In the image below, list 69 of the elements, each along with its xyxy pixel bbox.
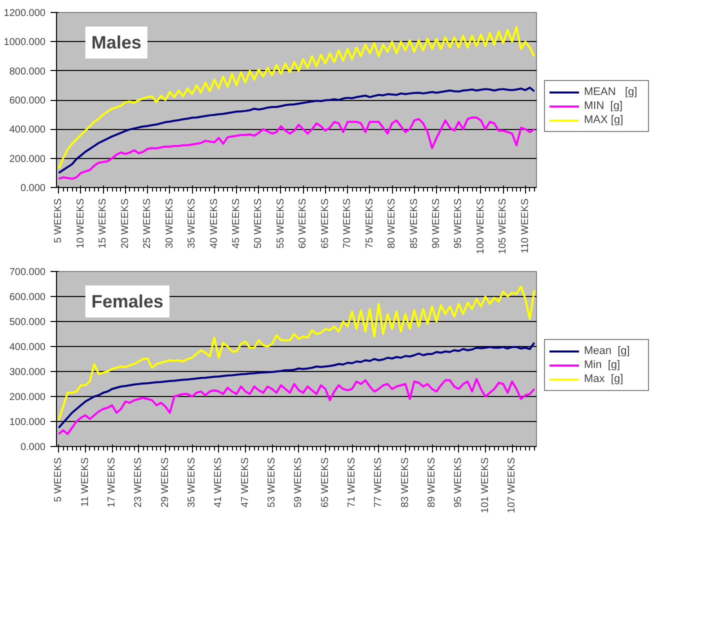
x-tick-label: 89 WEEKS xyxy=(426,457,438,508)
y-tick-label: 1000.000 xyxy=(4,37,46,48)
x-tick-label: 107 WEEKS xyxy=(506,457,518,514)
x-tick-label: 59 WEEKS xyxy=(293,457,304,508)
x-tick-label: 45 WEEKS xyxy=(231,198,242,249)
x-tick-label: 15 WEEKS xyxy=(98,198,109,249)
x-tick-label: 101 WEEKS xyxy=(480,457,491,514)
y-tick-label: 200.000 xyxy=(9,392,46,403)
y-tick-label: 200.000 xyxy=(9,154,46,165)
x-tick-label: 23 WEEKS xyxy=(133,457,144,508)
x-tick-label: 50 WEEKS xyxy=(253,198,264,249)
y-tick-label: 0.000 xyxy=(20,183,46,194)
y-tick-label: 0.000 xyxy=(20,442,46,453)
y-tick-label: 500.000 xyxy=(9,317,46,328)
y-tick-label: 600.000 xyxy=(9,292,46,303)
line-series xyxy=(58,378,536,435)
x-tick-label: 95 WEEKS xyxy=(453,198,464,249)
legend-label: Min [g] xyxy=(584,358,622,372)
x-tick-label: 95 WEEKS xyxy=(453,457,464,508)
x-tick-label: 77 WEEKS xyxy=(373,457,384,508)
x-tick-label: 105 WEEKS xyxy=(498,198,509,254)
y-tick-label: 400.000 xyxy=(9,342,46,353)
legend-label: MIN [g] xyxy=(584,99,624,113)
x-tick-label: 17 WEEKS xyxy=(106,457,118,508)
x-tick-label: 110 WEEKS xyxy=(520,198,531,254)
x-tick-label: 85 WEEKS xyxy=(408,198,420,249)
line-series xyxy=(58,116,536,180)
legend-label: Max [g] xyxy=(584,372,624,386)
text: Females xyxy=(91,292,164,312)
line-series xyxy=(58,86,536,174)
x-tick-label: 90 WEEKS xyxy=(431,198,442,249)
x-tick-label: 35 WEEKS xyxy=(186,198,198,249)
x-tick-label: 11 WEEKS xyxy=(80,457,91,507)
legend-label: MEAN [g] xyxy=(584,85,638,99)
y-tick-label: 700.000 xyxy=(9,267,46,278)
y-tick-label: 800.000 xyxy=(9,66,46,78)
y-tick-label: 100.000 xyxy=(9,417,46,428)
x-tick-label: 47 WEEKS xyxy=(240,457,251,508)
line-series xyxy=(58,26,536,170)
y-tick-label: 1200.000 xyxy=(4,8,46,19)
text: Males xyxy=(91,32,142,52)
y-tick-label: 300.000 xyxy=(9,367,46,378)
x-tick-label: 5 WEEKS xyxy=(53,457,64,502)
x-tick-label: 70 WEEKS xyxy=(342,198,354,249)
x-tick-label: 20 WEEKS xyxy=(120,198,131,249)
legend-label: Mean [g] xyxy=(584,344,631,358)
y-tick-label: 400.000 xyxy=(9,124,46,136)
x-tick-label: 25 WEEKS xyxy=(142,198,154,249)
legend-label: MAX [g] xyxy=(584,113,624,127)
x-tick-label: 53 WEEKS xyxy=(266,457,278,508)
x-tick-label: 41 WEEKS xyxy=(213,457,224,508)
x-tick-label: 71 WEEKS xyxy=(346,457,358,508)
line-series xyxy=(58,286,536,422)
x-tick-label: 40 WEEKS xyxy=(208,198,220,249)
x-tick-label: 30 WEEKS xyxy=(164,198,176,249)
x-tick-label: 65 WEEKS xyxy=(320,457,331,508)
x-tick-label: 65 WEEKS xyxy=(320,198,331,249)
x-tick-label: 100 WEEKS xyxy=(475,198,486,254)
x-tick-label: 35 WEEKS xyxy=(186,457,198,508)
x-tick-label: 80 WEEKS xyxy=(386,198,398,249)
x-tick-label: 5 WEEKS xyxy=(53,198,64,243)
x-tick-label: 75 WEEKS xyxy=(364,198,376,249)
x-tick-label: 83 WEEKS xyxy=(400,457,411,508)
x-tick-label: 60 WEEKS xyxy=(298,198,309,249)
x-tick-label: 55 WEEKS xyxy=(275,198,286,249)
line-series xyxy=(58,342,536,429)
x-tick-label: 29 WEEKS xyxy=(160,457,171,508)
y-tick-label: 600.000 xyxy=(9,96,46,106)
x-tick-label: 10 WEEKS xyxy=(75,198,86,249)
